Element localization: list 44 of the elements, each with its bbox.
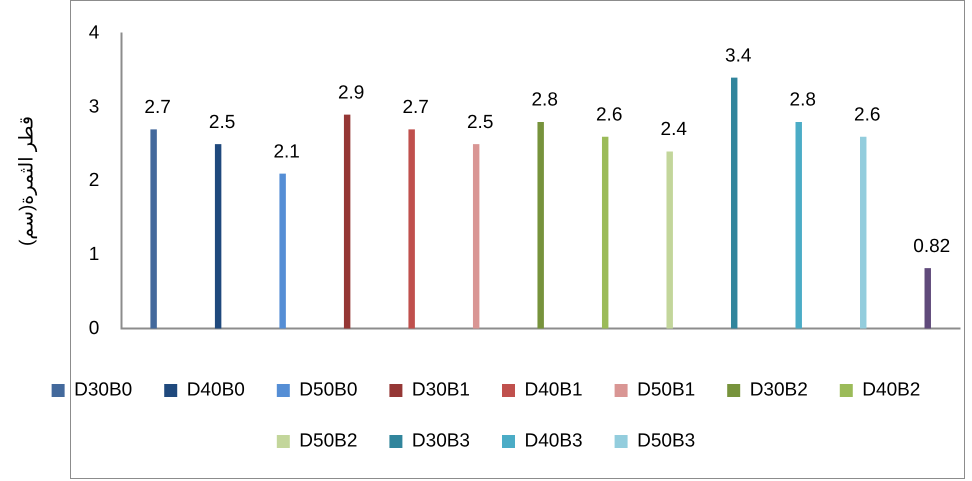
legend-label: D50B2	[299, 430, 358, 452]
legend-label: D30B2	[750, 380, 808, 401]
bar	[924, 268, 931, 329]
legend-label: D50B3	[637, 430, 696, 452]
bar	[279, 174, 286, 329]
y-tick-label: 2	[88, 170, 100, 192]
legend-label: D40B3	[524, 430, 583, 452]
data-label: 2.8	[790, 90, 816, 111]
data-label: 3.4	[725, 45, 752, 66]
legend-label: D40B2	[862, 380, 920, 401]
y-tick-label: 0	[88, 318, 100, 339]
data-label: 2.7	[144, 97, 171, 118]
bar	[344, 114, 350, 329]
data-label: 0.82	[913, 236, 950, 257]
data-label: 2.9	[338, 82, 364, 104]
data-label: 2.5	[208, 112, 236, 133]
legend-label: D30B1	[412, 380, 470, 401]
bar	[214, 144, 222, 329]
bar	[537, 122, 544, 329]
y-axis-title: قطر الثمرة(سم)	[16, 116, 38, 246]
data-label: 2.6	[596, 104, 622, 126]
y-tick-label: 1	[88, 244, 100, 266]
bar	[472, 144, 480, 329]
bar	[408, 129, 415, 329]
bar	[602, 136, 608, 329]
bar	[860, 136, 866, 329]
legend-label: D50B0	[299, 380, 358, 401]
data-label: 2.4	[660, 119, 688, 140]
legend-label: D30B0	[74, 380, 132, 401]
legend-label: D40B0	[186, 380, 245, 401]
legend-label: D40B1	[524, 380, 583, 401]
bar	[150, 129, 157, 329]
data-label: 2.8	[531, 90, 558, 111]
bar	[666, 151, 673, 329]
y-tick-label: 3	[88, 96, 100, 118]
legend-label: D30B3	[412, 430, 470, 452]
data-label: 2.7	[402, 97, 429, 118]
data-label: 2.6	[854, 104, 880, 126]
data-label: 2.1	[273, 141, 300, 162]
legend-label: D50B1	[637, 380, 696, 401]
bar	[796, 122, 802, 329]
y-tick-label: 4	[88, 22, 100, 44]
data-label: 2.5	[466, 112, 494, 133]
bar	[730, 78, 738, 329]
